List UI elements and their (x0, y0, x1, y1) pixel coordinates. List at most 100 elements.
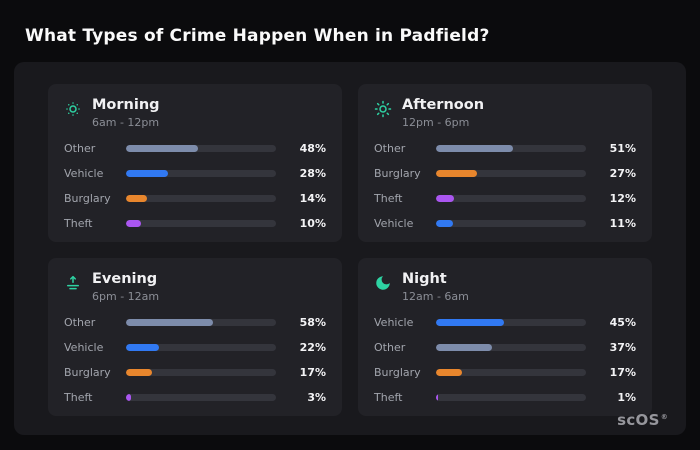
card-header-text: Morning 6am - 12pm (92, 97, 160, 129)
bar-fill (126, 195, 147, 202)
time-card-afternoon: Afternoon 12pm - 6pm Other 51% Burglary … (358, 84, 652, 242)
bar-fill (126, 394, 131, 401)
crime-percent: 11% (609, 217, 636, 230)
crime-percent: 37% (609, 341, 636, 354)
bar-track (126, 319, 276, 326)
bar-fill (436, 170, 477, 177)
bar-fill (436, 394, 438, 401)
crime-bar-row: Other 48% (64, 142, 326, 155)
crime-label: Theft (64, 217, 93, 230)
crime-label: Burglary (374, 167, 421, 180)
crime-bar-row: Theft 10% (64, 217, 326, 230)
crime-bar-row: Other 58% (64, 316, 326, 329)
sunrise-icon (64, 274, 82, 292)
crime-bar-row: Vehicle 22% (64, 341, 326, 354)
crime-bar-row: Burglary 14% (64, 192, 326, 205)
scos-logo: scOS® (617, 411, 668, 429)
sun-dim-icon (64, 100, 82, 118)
bar-track (436, 195, 586, 202)
crime-label: Vehicle (374, 316, 414, 329)
bar-track (126, 394, 276, 401)
card-time-range: 6pm - 12am (92, 290, 160, 303)
logo-text: scOS (617, 411, 660, 429)
bar-rows: Vehicle 45% Other 37% Burglary 17% Theft… (374, 316, 636, 404)
bar-fill (126, 170, 168, 177)
registered-mark: ® (660, 413, 668, 421)
crime-label: Vehicle (64, 341, 104, 354)
card-header: Night 12am - 6am (374, 271, 636, 303)
bar-track (126, 170, 276, 177)
crime-percent: 51% (609, 142, 636, 155)
bar-track (436, 394, 586, 401)
crime-label: Theft (374, 192, 403, 205)
crime-percent: 27% (609, 167, 636, 180)
card-time-range: 12am - 6am (402, 290, 469, 303)
sun-icon (374, 100, 392, 118)
crime-label: Vehicle (374, 217, 414, 230)
bar-fill (436, 195, 454, 202)
crime-label: Other (374, 341, 406, 354)
crime-percent: 1% (617, 391, 636, 404)
bar-track (126, 145, 276, 152)
crime-label: Vehicle (64, 167, 104, 180)
crime-label: Burglary (64, 366, 111, 379)
crime-percent: 22% (299, 341, 326, 354)
page-title: What Types of Crime Happen When in Padfi… (25, 26, 490, 46)
bar-track (436, 319, 586, 326)
bar-fill (436, 220, 453, 227)
crime-bar-row: Vehicle 11% (374, 217, 636, 230)
bar-fill (436, 369, 462, 376)
crime-label: Theft (374, 391, 403, 404)
bar-fill (126, 344, 159, 351)
bar-track (126, 220, 276, 227)
crime-bar-row: Other 37% (374, 341, 636, 354)
card-header: Afternoon 12pm - 6pm (374, 97, 636, 129)
card-header-text: Night 12am - 6am (402, 271, 469, 303)
card-title: Morning (92, 97, 160, 113)
bar-fill (436, 344, 492, 351)
card-header: Evening 6pm - 12am (64, 271, 326, 303)
crime-label: Burglary (64, 192, 111, 205)
page: What Types of Crime Happen When in Padfi… (14, 26, 686, 435)
crime-percent: 17% (299, 366, 326, 379)
crime-percent: 10% (299, 217, 326, 230)
bar-fill (126, 220, 141, 227)
crime-label: Other (64, 142, 96, 155)
time-card-morning: Morning 6am - 12pm Other 48% Vehicle 28%… (48, 84, 342, 242)
crime-percent: 48% (299, 142, 326, 155)
crime-bar-row: Theft 3% (64, 391, 326, 404)
crime-label: Other (64, 316, 96, 329)
bar-track (436, 369, 586, 376)
bar-rows: Other 51% Burglary 27% Theft 12% Vehicle… (374, 142, 636, 230)
crime-percent: 12% (609, 192, 636, 205)
bar-fill (126, 319, 213, 326)
crime-label: Theft (64, 391, 93, 404)
time-cards-grid: Morning 6am - 12pm Other 48% Vehicle 28%… (48, 84, 652, 416)
bar-fill (436, 319, 504, 326)
crime-bar-row: Theft 12% (374, 192, 636, 205)
moon-icon (374, 274, 392, 292)
card-title: Night (402, 271, 447, 287)
crime-percent: 58% (299, 316, 326, 329)
crime-percent: 45% (609, 316, 636, 329)
crime-bar-row: Other 51% (374, 142, 636, 155)
card-title: Evening (92, 271, 158, 287)
bar-track (436, 170, 586, 177)
bar-fill (126, 145, 198, 152)
bar-track (126, 344, 276, 351)
card-title: Afternoon (402, 97, 485, 113)
bar-rows: Other 48% Vehicle 28% Burglary 14% Theft… (64, 142, 326, 230)
bar-track (436, 220, 586, 227)
crime-bar-row: Burglary 17% (374, 366, 636, 379)
crime-bar-row: Vehicle 45% (374, 316, 636, 329)
bar-track (126, 195, 276, 202)
time-card-night: Night 12am - 6am Vehicle 45% Other 37% B… (358, 258, 652, 416)
card-header: Morning 6am - 12pm (64, 97, 326, 129)
crime-bar-row: Burglary 27% (374, 167, 636, 180)
crime-label: Burglary (374, 366, 421, 379)
bar-rows: Other 58% Vehicle 22% Burglary 17% Theft… (64, 316, 326, 404)
crime-percent: 28% (299, 167, 326, 180)
bar-track (436, 145, 586, 152)
card-time-range: 6am - 12pm (92, 116, 160, 129)
crime-bar-row: Vehicle 28% (64, 167, 326, 180)
